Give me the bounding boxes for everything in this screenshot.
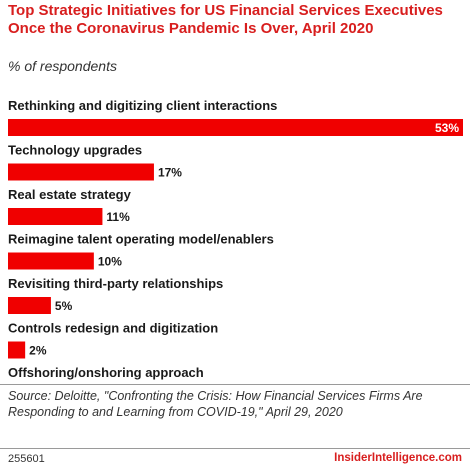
bar	[8, 119, 463, 136]
value-label: 5%	[55, 299, 73, 313]
value-label: 2%	[29, 344, 47, 358]
category-label: Controls redesign and digitization	[8, 321, 218, 336]
footer-divider	[0, 448, 470, 449]
value-label: 17%	[158, 166, 182, 180]
chart-subtitle: % of respondents	[8, 58, 117, 74]
chart-title: Top Strategic Initiatives for US Financi…	[8, 2, 443, 37]
brand-link[interactable]: InsiderIntelligence.com	[334, 452, 462, 464]
bar	[8, 208, 103, 225]
category-label: Technology upgrades	[8, 143, 142, 158]
bar-chart: Rethinking and digitizing client interac…	[8, 98, 463, 380]
bar	[8, 341, 26, 359]
category-label: Real estate strategy	[8, 187, 132, 202]
bar	[8, 252, 94, 270]
category-label: Revisiting third-party relationships	[8, 276, 223, 291]
source-divider	[0, 384, 470, 385]
bar	[8, 163, 154, 181]
source-note: Source: Deloitte, "Confronting the Crisi…	[8, 389, 423, 419]
value-label: 10%	[98, 255, 122, 269]
category-label: Offshoring/onshoring approach	[8, 365, 204, 380]
chart-id: 255601	[8, 453, 45, 465]
category-label: Rethinking and digitizing client interac…	[8, 98, 277, 113]
value-label: 53%	[435, 121, 459, 135]
category-label: Reimagine talent operating model/enabler…	[8, 232, 274, 247]
value-label: 11%	[106, 210, 130, 224]
bar	[8, 297, 51, 314]
